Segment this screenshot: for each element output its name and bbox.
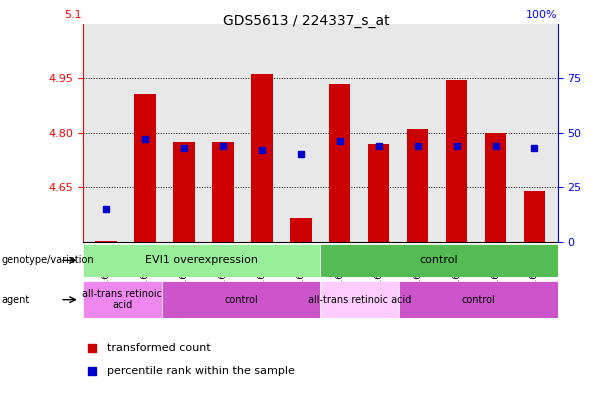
Text: GDS5613 / 224337_s_at: GDS5613 / 224337_s_at: [223, 14, 390, 28]
Bar: [83, 244, 321, 277]
Bar: [96, 241, 117, 242]
Bar: [162, 281, 321, 318]
Bar: [212, 142, 234, 242]
Text: percentile rank within the sample: percentile rank within the sample: [107, 366, 294, 376]
Bar: [368, 143, 389, 242]
Text: transformed count: transformed count: [107, 343, 210, 353]
Bar: [485, 133, 506, 242]
Bar: [407, 129, 428, 242]
Bar: [290, 218, 311, 242]
Bar: [173, 142, 195, 242]
Bar: [321, 244, 558, 277]
Text: EVI1 overexpression: EVI1 overexpression: [145, 255, 258, 265]
Text: control: control: [224, 295, 258, 305]
Bar: [400, 281, 558, 318]
Bar: [446, 80, 467, 242]
Bar: [321, 281, 400, 318]
Text: 100%: 100%: [526, 10, 558, 20]
Bar: [251, 75, 273, 242]
Text: all-trans retinoic acid: all-trans retinoic acid: [308, 295, 411, 305]
Text: genotype/variation: genotype/variation: [1, 255, 94, 265]
Text: control: control: [462, 295, 495, 305]
Text: agent: agent: [1, 295, 29, 305]
Bar: [329, 84, 351, 242]
Text: all-trans retinoic
acid: all-trans retinoic acid: [82, 289, 162, 310]
Bar: [134, 94, 156, 242]
Bar: [524, 191, 545, 242]
Bar: [83, 281, 162, 318]
Text: 5.1: 5.1: [64, 10, 82, 20]
Text: control: control: [420, 255, 459, 265]
